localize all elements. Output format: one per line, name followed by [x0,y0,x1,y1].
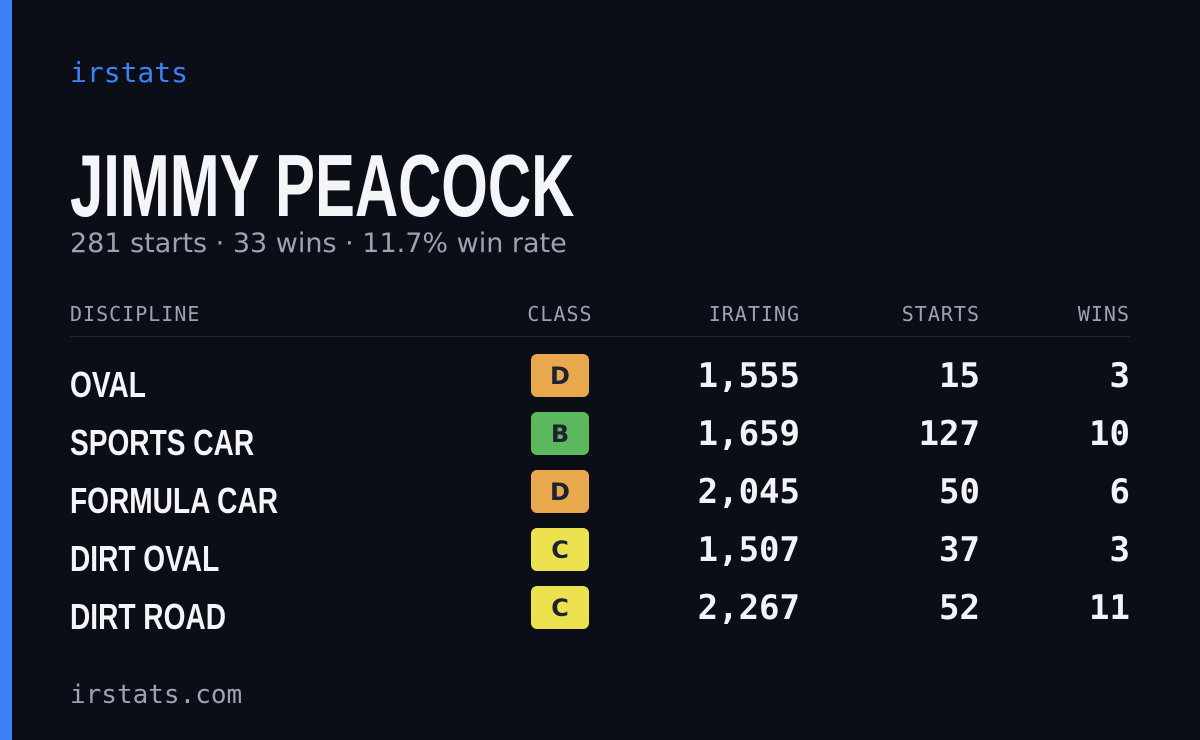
column-header: CLASS [527,302,593,326]
discipline: FORMULA CAR [70,480,278,521]
discipline: DIRT OVAL [70,538,220,579]
footer: irstats.com [70,680,243,710]
irating: 1,507 [697,530,800,570]
wins: 3 [1109,356,1130,396]
divider [70,336,1130,337]
starts: 52 [939,588,980,628]
column-header: WINS [1077,302,1130,326]
column-header: DISCIPLINE [70,302,201,326]
irating: 2,045 [697,472,800,512]
class-badge: D [531,354,589,397]
discipline: DIRT ROAD [70,596,226,637]
starts: 15 [939,356,980,396]
irating: 2,267 [697,588,800,628]
wins: 10 [1089,414,1130,454]
class-badge: B [531,412,589,455]
column-header: STARTS [901,302,980,326]
discipline: SPORTS CAR [70,422,255,463]
brand: irstats [70,56,189,89]
starts: 50 [939,472,980,512]
driver-name: JIMMY PEACOCK [70,136,575,235]
summary: 281 starts · 33 wins · 11.7% win rate [70,228,567,259]
irating: 1,555 [697,356,800,396]
accent-bar [0,0,12,740]
wins: 11 [1089,588,1130,628]
class-badge: D [531,470,589,513]
wins: 6 [1109,472,1130,512]
class-badge: C [531,586,589,629]
class-badge: C [531,528,589,571]
starts: 127 [918,414,980,454]
wins: 3 [1109,530,1130,570]
discipline: OVAL [70,364,146,405]
starts: 37 [939,530,980,570]
column-header: IRATING [708,302,800,326]
irating: 1,659 [697,414,800,454]
